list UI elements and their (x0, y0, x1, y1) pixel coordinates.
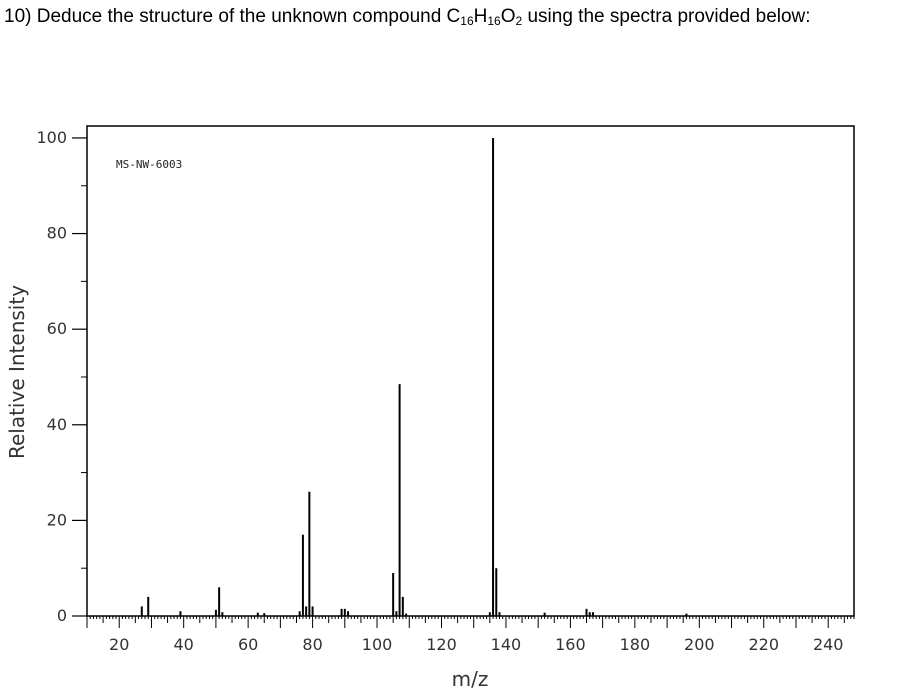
x-tick-label: 200 (684, 635, 715, 654)
x-tick-label: 40 (174, 635, 194, 654)
x-tick-label: 20 (109, 635, 129, 654)
x-tick-label: 60 (238, 635, 258, 654)
y-major-ticks (72, 137, 87, 617)
spectrum-id-label: MS-NW-6003 (116, 158, 182, 171)
x-tick-label: 120 (426, 635, 457, 654)
plot-frame (86, 125, 855, 617)
x-axis-title: m/z (452, 667, 489, 691)
x-tick-label: 140 (491, 635, 522, 654)
y-tick-label: 100 (36, 128, 67, 147)
spectrum-peaks (140, 137, 688, 616)
x-tick-labels: 20 40 60 80 100 120 140 160 180 200 220 240 (109, 635, 843, 654)
y-tick-label: 80 (47, 224, 67, 243)
y-minor-ticks (81, 185, 87, 569)
formula-element-h: H (473, 6, 488, 27)
formula-subscript-o: 2 (515, 14, 523, 28)
y-tick-label: 60 (47, 319, 67, 338)
y-axis-title: Relative Intensity (5, 285, 29, 459)
y-tick-label: 0 (57, 606, 67, 625)
y-tick-label: 20 (47, 510, 67, 529)
question-prefix: 10) Deduce the structure of the unknown … (4, 6, 461, 27)
formula-element-o: O (500, 6, 516, 27)
x-ticks (86, 616, 855, 628)
question-suffix: using the spectra provided below: (522, 6, 811, 27)
y-tick-labels: 0 20 40 60 80 100 (36, 128, 67, 625)
formula-subscript-c: 16 (460, 14, 474, 28)
y-tick-label: 40 (47, 415, 67, 434)
x-tick-label: 160 (555, 635, 586, 654)
x-tick-label: 240 (813, 635, 844, 654)
x-tick-label: 180 (620, 635, 651, 654)
x-tick-label: 100 (362, 635, 393, 654)
formula-subscript-h: 16 (487, 14, 501, 28)
question-text: 10) Deduce the structure of the unknown … (4, 6, 811, 28)
x-tick-label: 80 (302, 635, 322, 654)
x-tick-label: 220 (748, 635, 779, 654)
